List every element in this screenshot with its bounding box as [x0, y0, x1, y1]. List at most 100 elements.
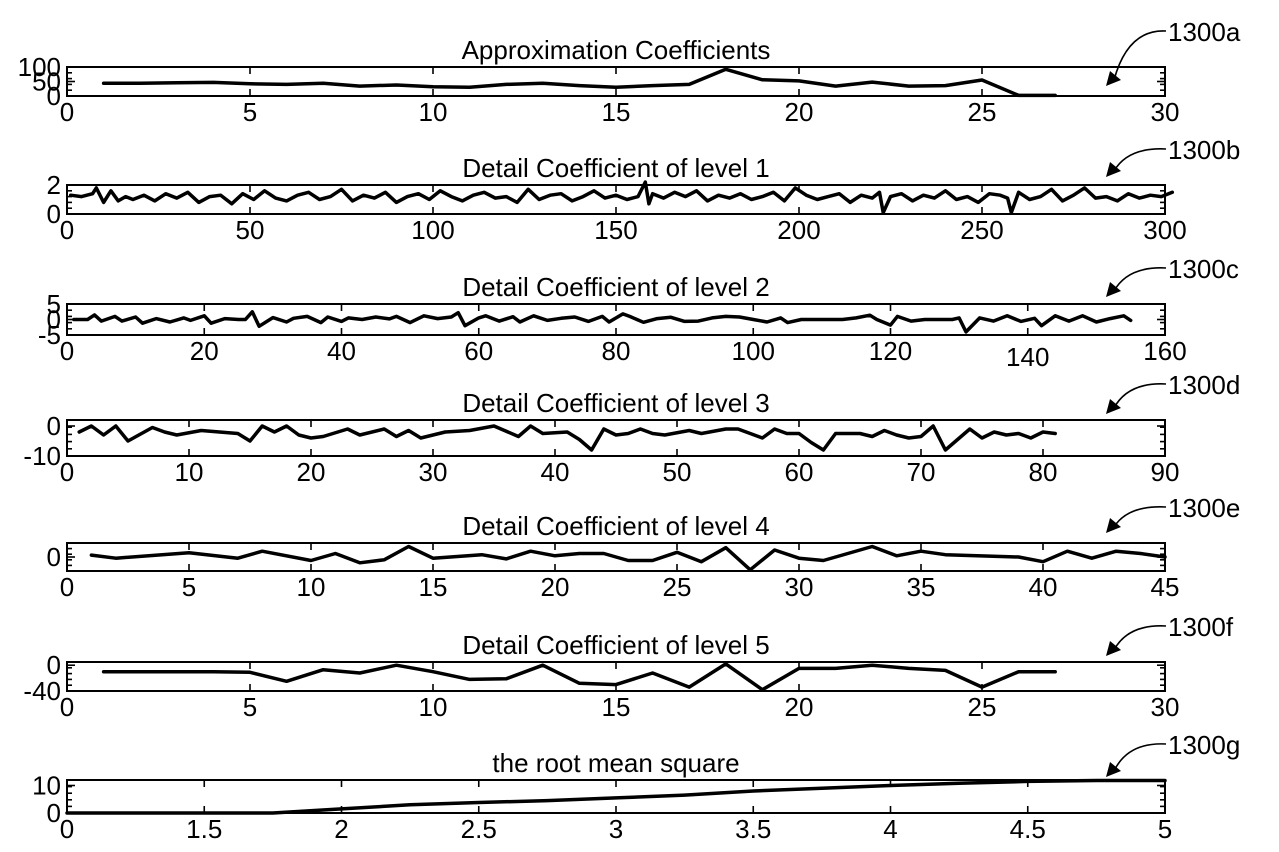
y-tick-label: 2	[47, 170, 61, 200]
subplot-1300c: Detail Coefficient of level 2 0 20 40 60 80 10…	[38, 254, 1239, 372]
x-tick-label: 10	[297, 572, 326, 602]
subplot-title: Detail Coefficient of level 2	[462, 272, 769, 302]
x-tick-label: 0	[60, 457, 74, 487]
y-tick-label: 0	[47, 411, 61, 441]
y-tick-label: 50	[32, 67, 61, 97]
series-line-1300e	[89, 544, 1167, 572]
series-line-1300d	[77, 424, 1057, 452]
x-tick-label: 4.5	[1010, 814, 1046, 844]
x-tick-label: 150	[594, 215, 637, 245]
x-tick-label: 0	[60, 572, 74, 602]
x-tick-label: 3.5	[735, 814, 771, 844]
x-tick-label: 50	[663, 457, 692, 487]
x-tick-label: 200	[777, 215, 820, 245]
x-tick-label: 0	[60, 814, 74, 844]
x-tick-label: 20	[785, 97, 814, 127]
x-tick-label: 0	[60, 97, 74, 127]
x-tick-label: 50	[236, 215, 265, 245]
series-line-1300g	[65, 778, 1167, 815]
y-tick-label: 5	[47, 289, 61, 319]
subplot-title: Detail Coefficient of level 3	[462, 388, 769, 418]
leader-arrowhead	[1106, 641, 1121, 656]
x-tick-label: 4	[883, 814, 897, 844]
subplot-1300d: Detail Coefficient of level 3 0 10 20 30 40 50…	[23, 370, 1240, 487]
reference-numeral: 1300a	[1168, 17, 1241, 47]
x-tick-label: 0	[60, 215, 74, 245]
x-tick-label: 5	[243, 692, 257, 722]
leader-line	[1113, 506, 1167, 528]
leader-arrowhead	[1106, 518, 1121, 533]
leader-line	[1113, 383, 1167, 409]
x-tick-label: 40	[1029, 572, 1058, 602]
subplot-title: Detail Coefficient of level 1	[462, 153, 769, 183]
leader-arrowhead	[1106, 762, 1121, 777]
x-tick-label: 10	[175, 457, 204, 487]
x-tick-label: 35	[907, 572, 936, 602]
x-tick-label: 15	[602, 97, 631, 127]
x-tick-label: 15	[602, 692, 631, 722]
leader-arrowhead	[1106, 71, 1121, 86]
series-line-1300c	[72, 310, 1133, 334]
y-tick-label: 0	[47, 305, 61, 335]
x-tick-label: 15	[419, 572, 448, 602]
leader-line	[1113, 30, 1167, 81]
subplot-title: Approximation Coefficients	[462, 35, 771, 65]
x-tick-label: 70	[907, 457, 936, 487]
leader-line	[1113, 625, 1167, 651]
series-line-1300a	[101, 67, 1057, 98]
x-tick-label: 20	[541, 572, 570, 602]
x-tick-label: 300	[1143, 215, 1186, 245]
reference-numeral: 1300c	[1168, 254, 1239, 284]
reference-numeral: 1300d	[1168, 370, 1240, 400]
x-tick-label: 160	[1143, 336, 1186, 366]
x-tick-label: 5	[243, 97, 257, 127]
x-tick-label: 2	[334, 814, 348, 844]
y-tick-label: 0	[47, 199, 61, 229]
reference-numeral: 1300b	[1168, 135, 1240, 165]
x-tick-label: 20	[190, 336, 219, 366]
x-tick-label: 10	[419, 692, 448, 722]
leader-line	[1113, 743, 1167, 772]
reference-numeral: 1300f	[1168, 612, 1234, 642]
x-tick-label: 60	[785, 457, 814, 487]
series-line-1300f	[101, 662, 1057, 692]
x-tick-label: 10	[419, 97, 448, 127]
series-line-1300b	[68, 180, 1175, 215]
y-tick-label: -40	[23, 676, 61, 706]
y-tick-label: 0	[47, 798, 61, 828]
subplot-1300a: Approximation Coefficients 0 5 10 15 20 25 30 05…	[18, 17, 1241, 127]
x-tick-label: 30	[785, 572, 814, 602]
reference-numeral: 1300e	[1168, 493, 1240, 523]
x-tick-label: 1.5	[186, 814, 222, 844]
y-tick-label: 0	[47, 650, 61, 680]
x-tick-label: 5	[182, 572, 196, 602]
leader-arrowhead	[1106, 162, 1121, 177]
x-tick-label: 30	[1151, 97, 1180, 127]
x-tick-label: 3	[609, 814, 623, 844]
x-tick-label: 40	[327, 336, 356, 366]
y-tick-label: 0	[47, 542, 61, 572]
x-tick-label: 120	[869, 336, 912, 366]
plot-frame	[66, 419, 1166, 457]
x-tick-label: 30	[1151, 692, 1180, 722]
leader-line	[1113, 267, 1167, 292]
x-tick-label: 60	[464, 336, 493, 366]
x-tick-label: 0	[60, 692, 74, 722]
x-tick-label: 5	[1158, 814, 1172, 844]
subplot-1300e: Detail Coefficient of level 4 0 5 10 15 20 25 3…	[47, 493, 1241, 602]
x-tick-label: 250	[960, 215, 1003, 245]
x-tick-label: 25	[968, 97, 997, 127]
reference-numeral: 1300g	[1168, 730, 1240, 760]
y-tick-label: 10	[32, 771, 61, 801]
x-tick-label: 0	[60, 336, 74, 366]
subplot-1300b: Detail Coefficient of level 10 50 100 150 20…	[47, 135, 1241, 245]
subplot-1300f: Detail Coefficient of level 5 0 5 10 15 20 25 3…	[23, 612, 1233, 722]
x-tick-label: 90	[1151, 457, 1180, 487]
x-tick-label: 45	[1151, 572, 1180, 602]
leader-line	[1113, 148, 1167, 172]
x-tick-label: 2.5	[461, 814, 497, 844]
subplot-title: Detail Coefficient of level 4	[462, 511, 769, 541]
x-tick-label: 30	[419, 457, 448, 487]
x-tick-label: 100	[411, 215, 454, 245]
